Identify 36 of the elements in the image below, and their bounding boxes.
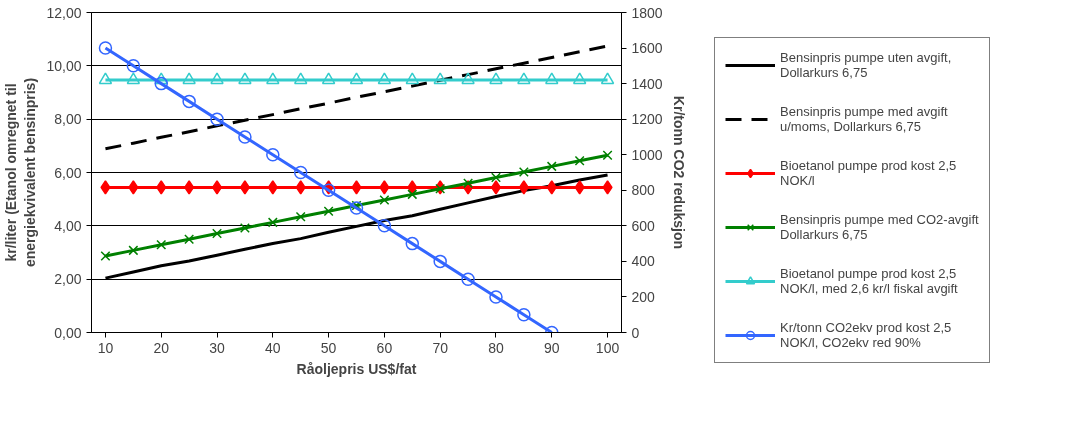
y2-tick-label: 600 <box>631 217 656 234</box>
y-tick-label: 10,00 <box>46 57 82 74</box>
y2-tick-label: 400 <box>631 253 656 270</box>
y-tick-label: 0,00 <box>54 324 82 341</box>
y-tick-label: 4,00 <box>54 217 82 234</box>
x-tick-label: 40 <box>265 339 281 356</box>
legend-label: Bioetanol pumpe prod kost 2,5 NOK/l, med 2,6 kr/l fiskal avgift <box>780 265 958 298</box>
x-tick-label: 60 <box>376 339 393 356</box>
y2-tick-label: 200 <box>631 288 656 305</box>
y-axis-title: kr/liter (Etanol omregnet til energiekvivalent bensinpris) <box>3 77 39 268</box>
y2-tick-label: 1600 <box>631 40 663 57</box>
legend-label: Bensinpris pumpe med avgift u/moms, Dollarkurs 6,75 <box>780 103 948 136</box>
x-axis-title: Råoljepris US$/fat <box>296 360 417 377</box>
y2-tick-label: 1400 <box>631 75 663 92</box>
legend-label: Kr/tonn CO2ekv prod kost 2,5 NOK/l, CO2ekv red 90% <box>780 319 952 352</box>
x-tick-label: 100 <box>595 339 620 356</box>
x-tick-label: 30 <box>209 339 226 356</box>
x-tick-label: 10 <box>97 339 114 356</box>
y-tick-label: 8,00 <box>54 111 82 128</box>
y2-tick-label: 1200 <box>631 111 663 128</box>
y-tick-label: 6,00 <box>54 164 82 181</box>
y2-tick-label: 0 <box>631 324 640 341</box>
x-tick-label: 80 <box>488 339 504 356</box>
x-tick-label: 50 <box>320 339 337 356</box>
y2-tick-label: 1000 <box>631 146 663 163</box>
legend-label: Bensinpris pumpe med CO2-avgift Dollarkurs 6,75 <box>780 211 979 244</box>
y-tick-label: 12,00 <box>46 4 82 21</box>
x-tick-label: 70 <box>432 339 449 356</box>
y2-axis-title: Kr/tonn CO2 reduksjon <box>670 95 687 250</box>
x-tick-label: 20 <box>153 339 170 356</box>
y-tick-label: 2,00 <box>54 271 82 288</box>
legend-label: Bensinpris pumpe uten avgift, Dollarkurs 6,75 <box>780 49 952 82</box>
y2-tick-label: 800 <box>631 182 656 199</box>
y2-tick-label: 1800 <box>631 4 663 21</box>
x-tick-label: 90 <box>543 339 560 356</box>
legend-label: Bioetanol pumpe prod kost 2,5 NOK/l <box>780 157 957 190</box>
